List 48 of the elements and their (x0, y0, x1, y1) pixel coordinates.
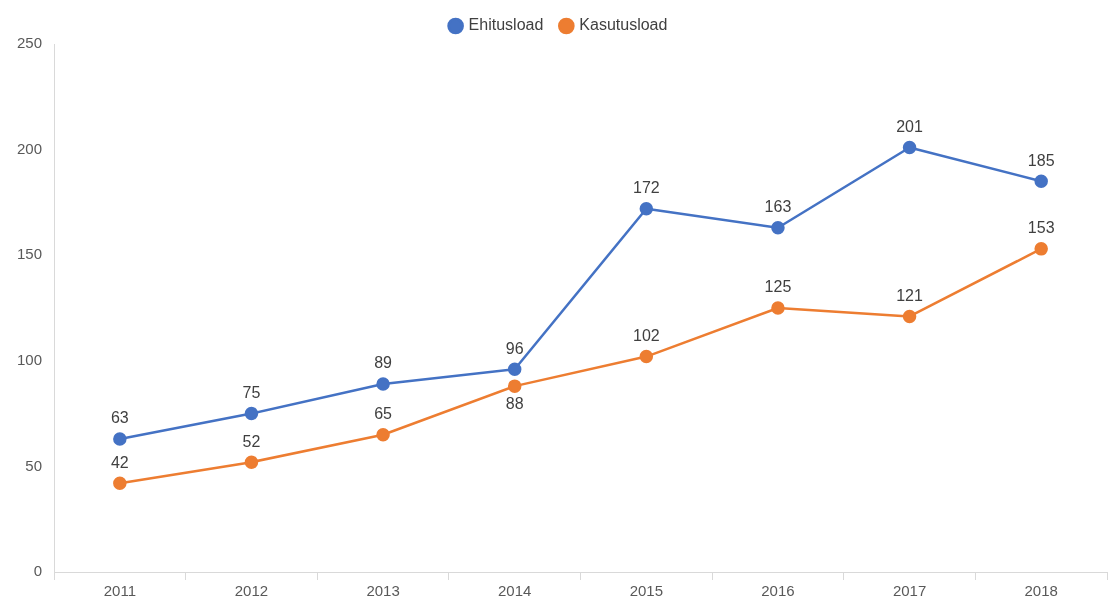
point (771, 301, 785, 315)
point (113, 476, 127, 491)
data-label: 96 (505, 339, 524, 357)
data-label: 63 (110, 409, 129, 427)
y-tick-label: 100 (17, 350, 43, 368)
point (244, 455, 259, 469)
point (771, 220, 785, 235)
point (902, 140, 917, 155)
x-tick-label: 2015 (629, 582, 664, 600)
point (244, 406, 259, 421)
data-label: 185 (1027, 151, 1055, 169)
point (376, 377, 390, 391)
point (113, 432, 127, 446)
x-tick-label: 2018 (1024, 582, 1058, 600)
data-label: 89 (374, 354, 393, 372)
data-label: 172 (632, 179, 660, 197)
x-tick-label: 2011 (103, 582, 136, 600)
x-tick-label: 2016 (761, 582, 795, 600)
data-label: 52 (242, 432, 261, 450)
data-label: 65 (374, 405, 393, 423)
y-tick-label: 0 (33, 562, 43, 580)
point (507, 379, 522, 393)
data-label: 75 (242, 384, 261, 402)
point (507, 362, 522, 376)
data-label: 102 (632, 326, 660, 344)
x-tick-label: 2012 (234, 582, 269, 600)
y-tick-label: 50 (25, 456, 43, 474)
x-tick-label: 2013 (366, 582, 400, 600)
y-tick-label: 250 (17, 34, 43, 52)
data-label: 201 (896, 117, 924, 135)
point (1034, 174, 1048, 189)
data-label: 125 (764, 278, 792, 296)
x-tick-label: 2014 (498, 582, 532, 600)
point (639, 349, 654, 364)
data-label: 42 (110, 453, 129, 471)
y-tick-label: 200 (17, 139, 43, 157)
y-tick-label: 150 (17, 245, 43, 263)
data-label: 121 (896, 286, 924, 304)
point (902, 309, 917, 324)
data-label: 88 (505, 394, 524, 412)
data-label: 163 (764, 198, 792, 216)
legend-label: Kasutusload (579, 16, 668, 34)
data-label: 153 (1027, 219, 1055, 237)
legend-label: Ehitusload (468, 16, 544, 34)
point (639, 201, 654, 216)
point (1034, 242, 1048, 256)
x-tick-label: 2017 (892, 582, 927, 600)
point (376, 427, 390, 442)
